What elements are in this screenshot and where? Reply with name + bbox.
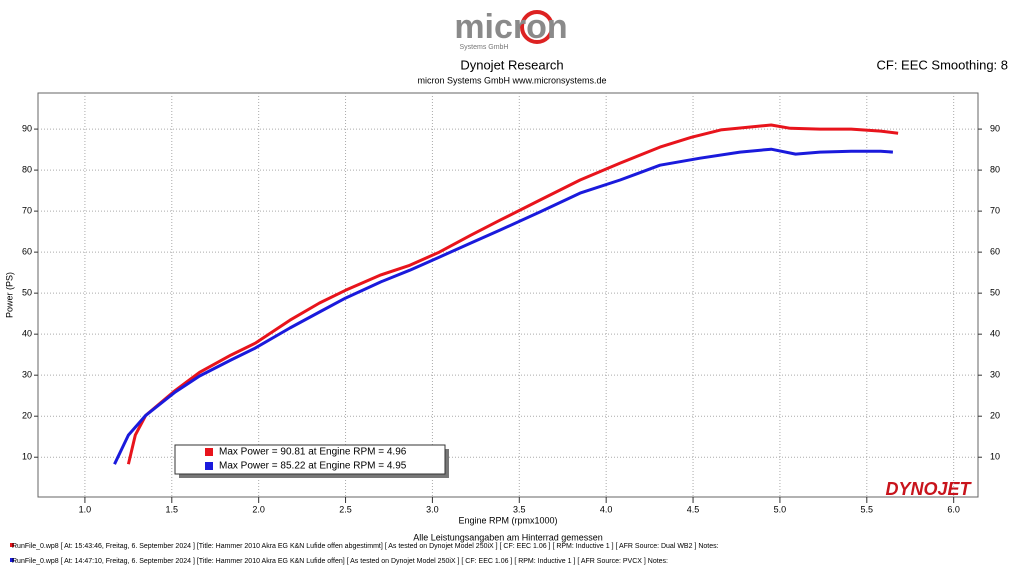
y2-tick-label: 90 xyxy=(990,123,1000,133)
y-tick-label: 60 xyxy=(22,247,32,257)
footer-line: RunFile_0.wp8 [ At: 14:47:10, Freitag, 6… xyxy=(12,558,668,565)
y-tick-label: 80 xyxy=(22,164,32,174)
footer-marker xyxy=(10,543,14,547)
y-axis-label: Power (PS) xyxy=(4,272,14,318)
settings: CF: EEC Smoothing: 8 xyxy=(877,57,1009,72)
y-tick-label: 90 xyxy=(22,123,32,133)
dynojet-logo: DYNOJET xyxy=(885,479,972,499)
x-tick-label: 4.0 xyxy=(600,504,613,514)
note: Alle Leistungsangaben am Hinterrad gemes… xyxy=(413,532,603,542)
x-axis-label: Engine RPM (rpmx1000) xyxy=(458,515,557,525)
x-tick-label: 3.0 xyxy=(426,504,439,514)
x-tick-label: 5.0 xyxy=(774,504,787,514)
plot-area xyxy=(37,92,979,498)
y-tick-label: 30 xyxy=(22,370,32,380)
logo-brand: micron xyxy=(454,8,567,46)
legend-swatch xyxy=(205,462,213,470)
x-tick-label: 2.5 xyxy=(339,504,352,514)
footer-marker xyxy=(10,558,14,562)
y2-tick-label: 20 xyxy=(990,411,1000,421)
y2-tick-label: 40 xyxy=(990,329,1000,339)
logo-ring xyxy=(520,10,554,44)
power-line xyxy=(126,123,899,465)
y2-tick-label: 30 xyxy=(990,370,1000,380)
y-tick-label: 70 xyxy=(22,205,32,215)
y-tick-label: 10 xyxy=(22,452,32,462)
y-tick-label: 50 xyxy=(22,288,32,298)
legend-label: Max Power = 85.22 at Engine RPM = 4.95 xyxy=(219,461,407,472)
x-tick-label: 6.0 xyxy=(947,504,960,514)
x-tick-label: 2.0 xyxy=(252,504,265,514)
legend-swatch xyxy=(205,448,213,456)
logo-sub: Systems GmbH xyxy=(459,44,508,51)
footer-line: RunFile_0.wp8 [ At: 15:43:46, Freitag, 6… xyxy=(12,543,719,550)
x-tick-label: 3.5 xyxy=(513,504,526,514)
y2-tick-label: 80 xyxy=(990,164,1000,174)
x-tick-label: 4.5 xyxy=(687,504,700,514)
legend-label: Max Power = 90.81 at Engine RPM = 4.96 xyxy=(219,447,407,458)
y2-tick-label: 60 xyxy=(990,247,1000,257)
x-tick-label: 5.5 xyxy=(861,504,874,514)
x-tick-label: 1.5 xyxy=(166,504,179,514)
y-tick-label: 40 xyxy=(22,329,32,339)
x-tick-label: 1.0 xyxy=(79,504,92,514)
y2-tick-label: 70 xyxy=(990,205,1000,215)
legend xyxy=(174,444,446,475)
y2-tick-label: 50 xyxy=(990,288,1000,298)
subtitle: micron Systems GmbH www.micronsystems.de xyxy=(417,75,606,85)
y2-tick-label: 10 xyxy=(990,452,1000,462)
title: Dynojet Research xyxy=(460,57,563,72)
y-tick-label: 20 xyxy=(22,411,32,421)
power-line xyxy=(113,147,894,465)
